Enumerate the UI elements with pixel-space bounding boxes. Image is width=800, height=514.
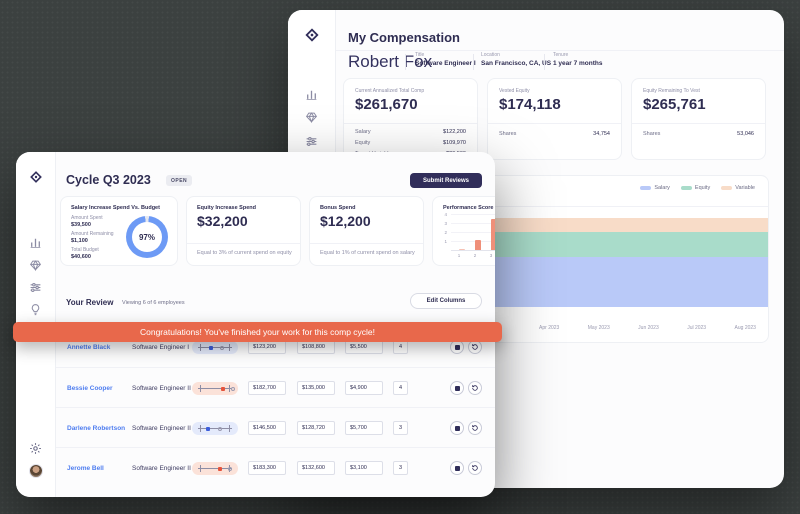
reset-button[interactable] (468, 340, 482, 354)
page-title: My Compensation (348, 30, 460, 45)
shares-row: Shares 34,754 (499, 131, 610, 137)
employee-title: Software Engineer II (132, 425, 191, 432)
equity-input[interactable]: $108,800 (297, 340, 335, 354)
performance-score-box: 4 (393, 381, 408, 395)
salary-input[interactable]: $146,500 (248, 421, 286, 435)
employee-name: Robert Fox (348, 52, 433, 71)
employee-title: Software Engineer II (132, 465, 191, 472)
table-row: Bessie Cooper Software Engineer II $182,… (56, 367, 495, 407)
header-divider (336, 50, 784, 51)
employee-title-field: Title Software Engineer I (415, 52, 476, 67)
congrats-banner-text: Congratulations! You've finished your wo… (139, 327, 376, 337)
employee-title: Software Engineer I (132, 344, 190, 351)
reset-icon (472, 385, 478, 391)
note-icon (454, 344, 460, 350)
salary-input[interactable]: $183,300 (248, 461, 286, 475)
table-row: Jerome Bell Software Engineer II $183,30… (56, 447, 495, 487)
bonus-input[interactable]: $5,700 (345, 421, 383, 435)
note-button[interactable] (450, 461, 464, 475)
performance-bar-chart: 4 3 2 1 (439, 212, 495, 251)
cycle-title: Cycle Q3 2023 (66, 173, 151, 187)
gem-icon[interactable] (305, 111, 318, 124)
app-logo-icon[interactable] (303, 26, 321, 44)
employee-link[interactable]: Bessie Cooper (67, 385, 113, 392)
employee-link[interactable]: Darlene Robertson (67, 425, 126, 432)
comp-range-slider[interactable] (192, 462, 238, 475)
reset-button[interactable] (468, 461, 482, 475)
vested-equity-card: Vested Equity $174,118 Shares 34,754 (487, 78, 622, 160)
equity-spend-card: Equity Increase Spend $32,200 Equal to 3… (186, 196, 301, 266)
reset-icon (472, 465, 478, 471)
equity-remaining-card: Equity Remaining To Vest $265,761 Shares… (631, 78, 766, 160)
amount-spent-stat: Amount Spent $39,500 (71, 215, 103, 228)
performance-score-box: 3 (393, 461, 408, 475)
review-section-title: Your Review (66, 298, 114, 307)
bonus-input[interactable]: $5,500 (345, 340, 383, 354)
review-viewing-count: Viewing 6 of 6 employees (122, 300, 185, 306)
employee-tenure-field: Tenure 1 year 7 months (553, 52, 603, 67)
user-avatar[interactable] (29, 464, 43, 478)
note-icon (454, 465, 460, 471)
comp-range-slider[interactable] (192, 422, 238, 435)
analytics-icon[interactable] (29, 236, 42, 249)
salary-input[interactable]: $123,200 (248, 340, 286, 354)
amount-remaining-stat: Amount Remaining $1,100 (71, 231, 114, 244)
sliders-icon[interactable] (29, 281, 42, 294)
table-row: Darlene Robertson Software Engineer II $… (56, 407, 495, 447)
performance-score-card: Performance Score 4 3 2 1 1 2 3 (432, 196, 495, 266)
app-logo-icon[interactable] (28, 169, 44, 185)
employee-link[interactable]: Jerome Bell (67, 465, 104, 472)
donut-percent: 97% (138, 232, 155, 242)
lightbulb-icon[interactable] (29, 303, 42, 316)
equity-input[interactable]: $135,000 (297, 381, 335, 395)
employee-location-field: Location San Francisco, CA, US (481, 52, 552, 67)
salary-budget-card: Salary Increase Spend Vs. Budget Amount … (60, 196, 178, 266)
legend-variable: Variable (721, 185, 755, 191)
note-button[interactable] (450, 381, 464, 395)
total-budget-stat: Total Budget $40,600 (71, 247, 99, 260)
comp-row-salary: Salary $122,200 (355, 129, 466, 135)
chart-legend: Salary Equity Variable (640, 185, 755, 191)
equity-input[interactable]: $132,600 (297, 461, 335, 475)
bar-score-3 (491, 219, 495, 250)
equity-input[interactable]: $128,720 (297, 421, 335, 435)
bonus-input[interactable]: $4,900 (345, 381, 383, 395)
analytics-icon[interactable] (305, 88, 318, 101)
performance-score-box: 4 (393, 340, 408, 354)
bonus-spend-card: Bonus Spend $12,200 Equal to 1% of curre… (309, 196, 424, 266)
reset-icon (472, 425, 478, 431)
employee-link[interactable]: Annette Black (67, 344, 111, 351)
performance-score-box: 3 (393, 421, 408, 435)
comp-range-slider[interactable] (192, 341, 238, 354)
congrats-banner: Congratulations! You've finished your wo… (13, 322, 502, 342)
employee-title: Software Engineer II (132, 385, 191, 392)
reset-button[interactable] (468, 421, 482, 435)
sliders-icon[interactable] (305, 135, 318, 148)
edit-columns-button[interactable]: Edit Columns (410, 293, 482, 309)
reset-button[interactable] (468, 381, 482, 395)
total-comp-card: Current Annualized Total Comp $261,670 S… (343, 78, 478, 160)
bar-score-1 (459, 248, 465, 250)
shares-row: Shares 53,046 (643, 131, 754, 137)
note-icon (454, 425, 460, 431)
legend-equity: Equity (680, 185, 710, 191)
bonus-input[interactable]: $3,100 (345, 461, 383, 475)
salary-input[interactable]: $182,700 (248, 381, 286, 395)
submit-reviews-button[interactable]: Submit Reviews (410, 173, 482, 188)
note-button[interactable] (450, 340, 464, 354)
status-badge: OPEN (166, 175, 193, 186)
reset-icon (472, 344, 478, 350)
gear-icon[interactable] (29, 442, 42, 455)
budget-donut-chart: 97% (126, 216, 168, 258)
gem-icon[interactable] (29, 259, 42, 272)
x-axis-labels: Apr 2023 May 2023 Jun 2023 Jul 2023 Aug 2023 (539, 325, 756, 331)
note-icon (454, 385, 460, 391)
legend-salary: Salary (640, 185, 670, 191)
note-button[interactable] (450, 421, 464, 435)
comp-row-equity: Equity $109,970 (355, 140, 466, 146)
comp-range-slider[interactable] (192, 382, 238, 395)
table-row: Annette Black Software Engineer I $123,2… (56, 327, 495, 367)
bar-score-2 (475, 240, 481, 250)
